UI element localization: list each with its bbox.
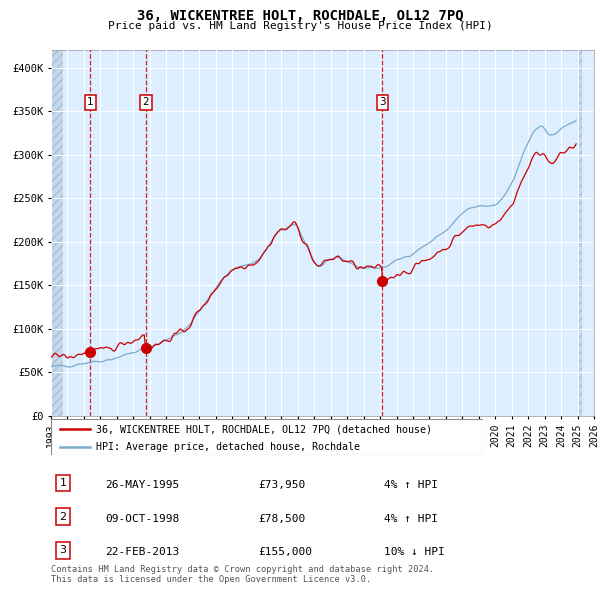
Text: 4% ↑ HPI: 4% ↑ HPI [384,514,438,524]
Text: £73,950: £73,950 [258,480,305,490]
Text: HPI: Average price, detached house, Rochdale: HPI: Average price, detached house, Roch… [97,442,361,453]
Text: 10% ↓ HPI: 10% ↓ HPI [384,548,445,558]
Text: £155,000: £155,000 [258,548,312,558]
Text: Contains HM Land Registry data © Crown copyright and database right 2024.
This d: Contains HM Land Registry data © Crown c… [51,565,434,584]
FancyBboxPatch shape [51,419,483,455]
Text: 36, WICKENTREE HOLT, ROCHDALE, OL12 7PQ (detached house): 36, WICKENTREE HOLT, ROCHDALE, OL12 7PQ … [97,424,433,434]
Text: 1: 1 [87,97,94,107]
Text: 4% ↑ HPI: 4% ↑ HPI [384,480,438,490]
Text: 26-MAY-1995: 26-MAY-1995 [105,480,179,490]
Text: 3: 3 [59,545,67,555]
Text: 22-FEB-2013: 22-FEB-2013 [105,548,179,558]
Bar [578,50,581,416]
Text: 36, WICKENTREE HOLT, ROCHDALE, OL12 7PQ: 36, WICKENTREE HOLT, ROCHDALE, OL12 7PQ [137,9,463,23]
Text: Price paid vs. HM Land Registry's House Price Index (HPI): Price paid vs. HM Land Registry's House … [107,21,493,31]
Text: 1: 1 [59,478,67,488]
Text: 09-OCT-1998: 09-OCT-1998 [105,514,179,524]
Text: £78,500: £78,500 [258,514,305,524]
Text: 2: 2 [59,512,67,522]
Text: 3: 3 [379,97,386,107]
Bar [51,50,63,416]
Text: 2: 2 [143,97,149,107]
